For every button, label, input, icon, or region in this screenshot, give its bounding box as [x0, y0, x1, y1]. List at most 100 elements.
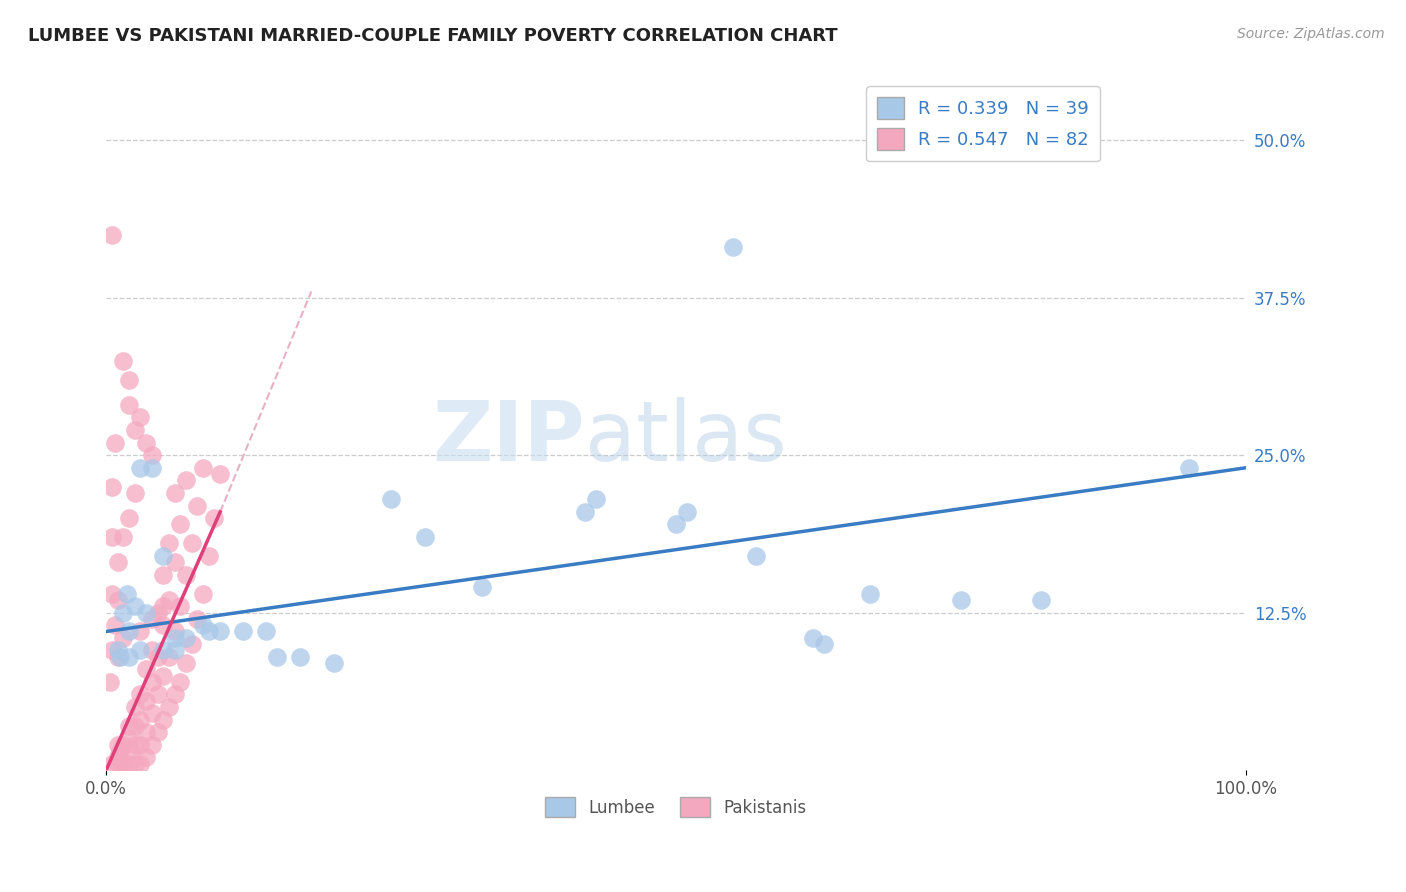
Point [135, 725, 157, 739]
Point [108, 744, 131, 758]
Point [169, 517, 191, 532]
Point [129, 410, 152, 425]
Point [124, 738, 146, 752]
Point [186, 499, 208, 513]
Point [152, 643, 174, 657]
Point [163, 688, 186, 702]
Point [180, 637, 202, 651]
Point [141, 706, 163, 721]
Point [124, 719, 146, 733]
Point [101, 227, 124, 242]
Point [108, 649, 131, 664]
Point [118, 398, 141, 412]
Point [135, 694, 157, 708]
Point [107, 756, 129, 771]
Point [813, 637, 835, 651]
Point [676, 505, 699, 519]
Point [197, 624, 219, 639]
Point [163, 631, 186, 645]
Point [135, 435, 157, 450]
Point [118, 649, 141, 664]
Point [157, 649, 180, 664]
Point [152, 567, 174, 582]
Point [129, 643, 152, 657]
Point [288, 649, 311, 664]
Point [157, 536, 180, 550]
Point [112, 606, 135, 620]
Point [141, 643, 163, 657]
Point [174, 474, 197, 488]
Point [115, 587, 138, 601]
Point [574, 505, 596, 519]
Point [104, 618, 127, 632]
Point [129, 713, 152, 727]
Point [108, 756, 131, 771]
Point [413, 530, 436, 544]
Point [157, 593, 180, 607]
Point [135, 662, 157, 676]
Point [471, 581, 494, 595]
Text: ZIP: ZIP [432, 397, 585, 478]
Point [209, 467, 232, 481]
Point [169, 599, 191, 614]
Point [146, 606, 169, 620]
Point [191, 460, 214, 475]
Point [163, 486, 186, 500]
Point [1029, 593, 1052, 607]
Point [118, 373, 141, 387]
Point [163, 643, 186, 657]
Point [152, 549, 174, 563]
Point [197, 549, 219, 563]
Point [721, 240, 744, 254]
Point [665, 517, 688, 532]
Point [107, 643, 129, 657]
Point [112, 353, 135, 368]
Point [112, 756, 135, 771]
Point [254, 624, 277, 639]
Legend: Lumbee, Pakistanis: Lumbee, Pakistanis [538, 790, 814, 824]
Point [141, 612, 163, 626]
Point [141, 448, 163, 462]
Point [323, 656, 346, 670]
Point [163, 624, 186, 639]
Point [112, 631, 135, 645]
Point [1177, 460, 1199, 475]
Point [146, 725, 169, 739]
Point [174, 631, 197, 645]
Point [118, 756, 141, 771]
Point [585, 492, 607, 507]
Point [118, 744, 141, 758]
Point [157, 700, 180, 714]
Point [118, 719, 141, 733]
Point [146, 688, 169, 702]
Point [232, 624, 254, 639]
Point [380, 492, 402, 507]
Point [744, 549, 766, 563]
Point [101, 587, 124, 601]
Point [118, 511, 141, 525]
Point [101, 643, 124, 657]
Point [112, 530, 135, 544]
Point [104, 435, 127, 450]
Point [124, 599, 146, 614]
Point [107, 750, 129, 764]
Point [101, 480, 124, 494]
Point [124, 423, 146, 437]
Point [152, 618, 174, 632]
Point [141, 738, 163, 752]
Point [135, 750, 157, 764]
Point [801, 631, 824, 645]
Point [124, 486, 146, 500]
Point [129, 460, 152, 475]
Point [266, 649, 288, 664]
Text: atlas: atlas [585, 397, 786, 478]
Point [152, 713, 174, 727]
Point [129, 738, 152, 752]
Point [169, 674, 191, 689]
Point [135, 606, 157, 620]
Point [141, 460, 163, 475]
Point [118, 731, 141, 746]
Point [129, 688, 152, 702]
Point [209, 624, 232, 639]
Point [949, 593, 972, 607]
